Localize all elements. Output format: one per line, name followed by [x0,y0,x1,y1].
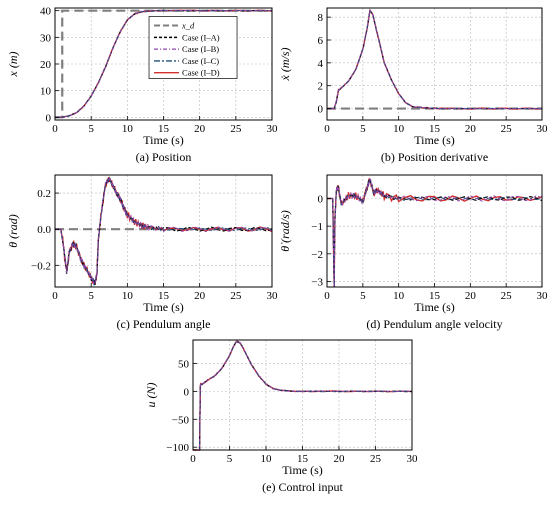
x-tick-label: 5 [360,290,366,302]
x-tick-label: 25 [501,123,513,135]
x-tick-label: 20 [465,290,477,302]
x-tick-label: 15 [429,290,441,302]
x-tick-label: 10 [122,123,134,135]
y-tick-label: 50 [178,358,190,370]
x-tick-label: 10 [261,453,273,465]
y-tick-label: −2 [311,249,323,261]
panel-b: 0 5 10 15 20 25 30 0 2 4 6 8 Time (s) ẋ (m/s) (b) Posi… [278,7,549,164]
x-tick-label: 25 [230,290,242,302]
x-tick-label: 15 [429,123,441,135]
x-tick-label: 25 [501,290,513,302]
y-tick-label: −0.2 [31,260,51,272]
x-tick-label: 10 [393,290,405,302]
x-axis-label: Time (s) [143,300,184,314]
x-tick-label: 30 [267,290,279,302]
panel-caption: (e) Control input [262,480,343,494]
x-tick-label: 30 [407,453,419,465]
x-axis-label: Time (s) [143,133,184,147]
x-tick-label: 30 [267,123,279,135]
y-tick-label: 0 [184,386,190,398]
y-tick-label: 30 [40,32,52,44]
x-tick-label: 5 [227,453,233,465]
series-case-b [193,340,413,451]
x-tick-label: 30 [537,290,549,302]
legend-label: Case (I–A) [182,32,220,42]
legend-label: x_d [181,21,195,31]
y-tick-label: 4 [318,58,324,70]
legend-label: Case (I–B) [182,44,219,54]
panel-a: 0 5 10 15 20 25 30 0 10 20 30 40 Time (s) x (m) (a) Po… [6,6,278,164]
panel-caption: (b) Position derivative [381,150,488,164]
legend-label: Case (I–C) [182,56,219,66]
x-tick-label: 5 [88,290,94,302]
y-axis-label: θ̇ (rad/s) [278,210,292,252]
y-tick-label: 0.2 [37,188,51,200]
x-tick-label: 20 [194,123,206,135]
y-tick-label: 8 [318,12,324,24]
y-axis-label: u (N) [144,383,158,408]
series-case-b [327,177,543,288]
y-tick-label: −50 [172,414,190,426]
x-tick-label: 25 [370,453,382,465]
y-tick-label: 0 [46,112,52,124]
y-tick-label: 10 [40,86,52,98]
y-tick-label: 2 [318,81,324,93]
x-tick-label: 15 [158,123,170,135]
x-tick-label: 30 [537,123,549,135]
x-tick-label: 15 [297,453,309,465]
x-axis-label: Time (s) [414,133,455,147]
x-tick-label: 0 [52,290,58,302]
x-axis-label: Time (s) [282,463,323,477]
panel-d: 0 5 10 15 20 25 30 −3 −2 −1 0 Time (s) θ̇ (rad/s) (d)… [278,174,549,331]
x-tick-label: 0 [324,123,330,135]
x-tick-label: 5 [360,123,366,135]
legend-box [148,16,238,79]
x-tick-label: 10 [393,123,405,135]
y-tick-label: 40 [40,6,52,18]
panel-c: 0 5 10 15 20 25 30 −0.2 0.0 0.2 Time (s) θ (rad) (c)… [6,174,279,331]
x-tick-label: 0 [324,290,330,302]
y-axis-label: x (m) [6,52,20,78]
y-tick-label: 0.0 [37,224,51,236]
panel-caption: (d) Pendulum angle velocity [366,317,502,331]
x-tick-label: 0 [190,453,196,465]
y-tick-label: −3 [311,276,323,288]
x-tick-label: 5 [88,123,94,135]
panel-caption: (c) Pendulum angle [117,317,211,331]
y-tick-label: 0 [318,104,324,116]
x-tick-label: 10 [122,290,134,302]
y-axis-label: ẋ (m/s) [278,48,292,82]
x-tick-label: 25 [230,123,242,135]
x-tick-label: 0 [52,123,58,135]
y-tick-label: 6 [318,35,324,47]
x-tick-label: 20 [194,290,206,302]
x-tick-label: 20 [334,453,346,465]
series-case-c [55,177,273,287]
x-tick-label: 20 [465,123,477,135]
series-case-b [55,9,273,118]
y-tick-label: 20 [40,59,52,71]
x-axis-label: Time (s) [414,300,455,314]
x-tick-label: 15 [158,290,170,302]
series-case-b [327,8,543,110]
y-tick-label: 0 [318,194,324,206]
panel-e: 0 5 10 15 20 25 30 −100 −50 0 50 Time (s) u (N) (e) C… [144,339,419,494]
y-tick-label: −100 [166,442,189,454]
y-axis-label: θ (rad) [6,214,20,248]
y-tick-label: −1 [311,221,323,233]
panel-caption: (a) Position [136,150,192,164]
legend-label: Case (I–D) [182,68,220,78]
series-case-b [55,176,273,286]
